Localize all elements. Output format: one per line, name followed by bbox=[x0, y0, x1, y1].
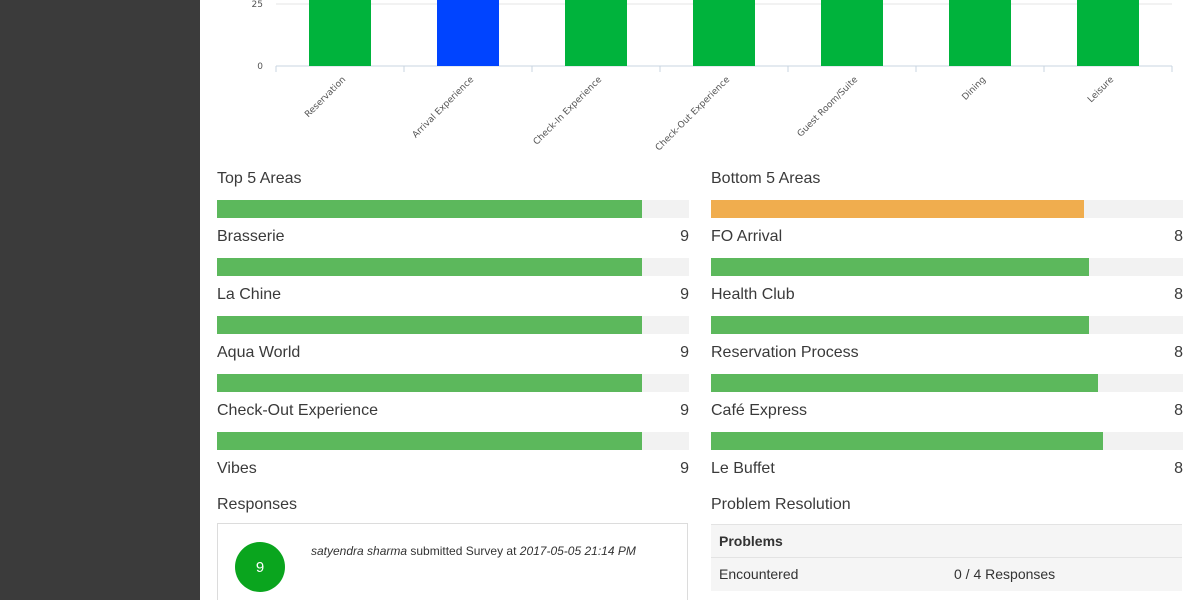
bottom-area-label: Café Express bbox=[711, 402, 808, 419]
bottom-area-label: Reservation Process bbox=[711, 344, 859, 361]
chart-bar[interactable] bbox=[1077, 0, 1139, 67]
bottom-area-bar-fill bbox=[711, 316, 1089, 334]
top-areas-header-bar-fill bbox=[217, 200, 642, 218]
response-action: submitted Survey at bbox=[407, 544, 520, 558]
top-areas-header-bar bbox=[217, 200, 689, 218]
top-area-row: Brasserie 9 bbox=[217, 228, 689, 252]
top-area-bar-fill bbox=[217, 432, 642, 450]
response-item[interactable]: 9 satyendra sharma submitted Survey at 2… bbox=[217, 523, 688, 600]
top-area-label: Check-Out Experience bbox=[217, 402, 378, 419]
top-area-label: Aqua World bbox=[217, 344, 301, 361]
bottom-area-label: FO Arrival bbox=[711, 228, 783, 245]
problem-resolution-table: Problems Encountered 0 / 4 Responses bbox=[711, 524, 1182, 591]
response-summary: satyendra sharma submitted Survey at 201… bbox=[311, 544, 636, 558]
top-area-row: La Chine 9 bbox=[217, 286, 689, 310]
top-area-bar bbox=[217, 316, 689, 334]
bottom-area-row: Café Express 8 bbox=[711, 402, 1183, 426]
left-sidebar bbox=[0, 0, 200, 600]
bottom-area-bar bbox=[711, 258, 1183, 276]
bottom-area-value: 8 bbox=[1174, 344, 1183, 361]
top-area-label: Brasserie bbox=[217, 228, 285, 245]
x-tick-label: Arrival Experience bbox=[411, 75, 477, 141]
top-area-bar bbox=[217, 374, 689, 392]
chart-bar[interactable] bbox=[309, 0, 371, 67]
bottom-area-row: FO Arrival 8 bbox=[711, 228, 1183, 252]
top-area-value: 9 bbox=[680, 286, 689, 303]
y-tick-label: 25 bbox=[252, 0, 263, 10]
bottom-area-value: 8 bbox=[1174, 286, 1183, 303]
problem-value: 0 / 4 Responses bbox=[946, 557, 1182, 591]
bottom-area-bar bbox=[711, 432, 1183, 450]
top-area-value: 9 bbox=[680, 228, 689, 245]
top-area-row: Check-Out Experience 9 bbox=[217, 402, 689, 426]
responses-title: Responses bbox=[217, 496, 298, 513]
problem-table-row: Encountered 0 / 4 Responses bbox=[711, 557, 1182, 591]
response-score-badge: 9 bbox=[235, 542, 285, 592]
main-content: 0 25 Reservation Arrival Experience Check-In… bbox=[200, 0, 1200, 600]
chart-bar[interactable] bbox=[565, 0, 627, 67]
top-area-value: 9 bbox=[680, 460, 689, 477]
bottom-area-bar bbox=[711, 374, 1183, 392]
chart-bar[interactable] bbox=[821, 0, 883, 67]
top-area-bar bbox=[217, 258, 689, 276]
problem-resolution-title: Problem Resolution bbox=[711, 496, 851, 513]
x-tick-label: Check-In Experience bbox=[532, 75, 605, 148]
category-bar-chart: 0 25 Reservation Arrival Experience Check-In… bbox=[200, 0, 1200, 165]
bottom-area-row: Health Club 8 bbox=[711, 286, 1183, 310]
top-area-row: Aqua World 9 bbox=[217, 344, 689, 368]
top-areas-panel: Top 5 Areas Brasserie 9 La Chine 9 Aqua Worl… bbox=[217, 170, 689, 484]
bottom-areas-header-bar-fill bbox=[711, 200, 1084, 218]
top-areas-list: Brasserie 9 La Chine 9 Aqua World 9 Check-Out … bbox=[217, 228, 689, 484]
x-tick-label: Guest Room/Suite bbox=[796, 75, 861, 140]
top-area-row: Vibes 9 bbox=[217, 460, 689, 484]
bottom-area-label: Le Buffet bbox=[711, 460, 775, 477]
bottom-area-value: 8 bbox=[1174, 460, 1183, 477]
bottom-area-bar bbox=[711, 316, 1183, 334]
x-tick-label: Leisure bbox=[1086, 75, 1116, 105]
x-tick-label: Check-Out Experience bbox=[654, 75, 732, 153]
x-tick-label: Reservation bbox=[303, 75, 348, 120]
problem-label: Encountered bbox=[711, 557, 946, 591]
chart-bar[interactable] bbox=[949, 0, 1011, 67]
bottom-area-value: 8 bbox=[1174, 402, 1183, 419]
y-tick-label: 0 bbox=[257, 62, 263, 72]
top-area-value: 9 bbox=[680, 344, 689, 361]
problem-table-header-row: Problems bbox=[711, 524, 1182, 558]
top-area-bar bbox=[217, 432, 689, 450]
top-area-label: La Chine bbox=[217, 286, 282, 303]
chart-bar[interactable] bbox=[437, 0, 499, 67]
top-area-value: 9 bbox=[680, 402, 689, 419]
bottom-areas-list: FO Arrival 8 Health Club 8 Reservation Proce… bbox=[711, 228, 1183, 484]
bottom-area-row: Le Buffet 8 bbox=[711, 460, 1183, 484]
bottom-areas-panel: Bottom 5 Areas FO Arrival 8 Health Club 8 Re… bbox=[711, 170, 1183, 484]
bottom-areas-header-bar bbox=[711, 200, 1183, 218]
response-user[interactable]: satyendra sharma bbox=[311, 544, 408, 558]
chart-svg: 0 25 Reservation Arrival Experience Check-In… bbox=[252, 0, 1173, 153]
top-area-label: Vibes bbox=[217, 460, 257, 477]
bottom-area-bar-fill bbox=[711, 374, 1099, 392]
response-timestamp: 2017-05-05 21:14 PM bbox=[519, 544, 636, 558]
top-area-bar-fill bbox=[217, 316, 642, 334]
bottom-area-label: Health Club bbox=[711, 286, 795, 303]
bottom-areas-title: Bottom 5 Areas bbox=[711, 170, 821, 187]
bottom-area-value: 8 bbox=[1174, 228, 1183, 245]
top-area-bar-fill bbox=[217, 258, 642, 276]
problem-table-header: Problems bbox=[711, 524, 1182, 558]
top-area-bar-fill bbox=[217, 374, 642, 392]
bottom-area-bar-fill bbox=[711, 258, 1089, 276]
top-areas-title: Top 5 Areas bbox=[217, 170, 302, 187]
bottom-area-row: Reservation Process 8 bbox=[711, 344, 1183, 368]
x-tick-label: Dining bbox=[960, 75, 988, 103]
bottom-area-bar-fill bbox=[711, 432, 1103, 450]
chart-bar[interactable] bbox=[693, 0, 755, 67]
